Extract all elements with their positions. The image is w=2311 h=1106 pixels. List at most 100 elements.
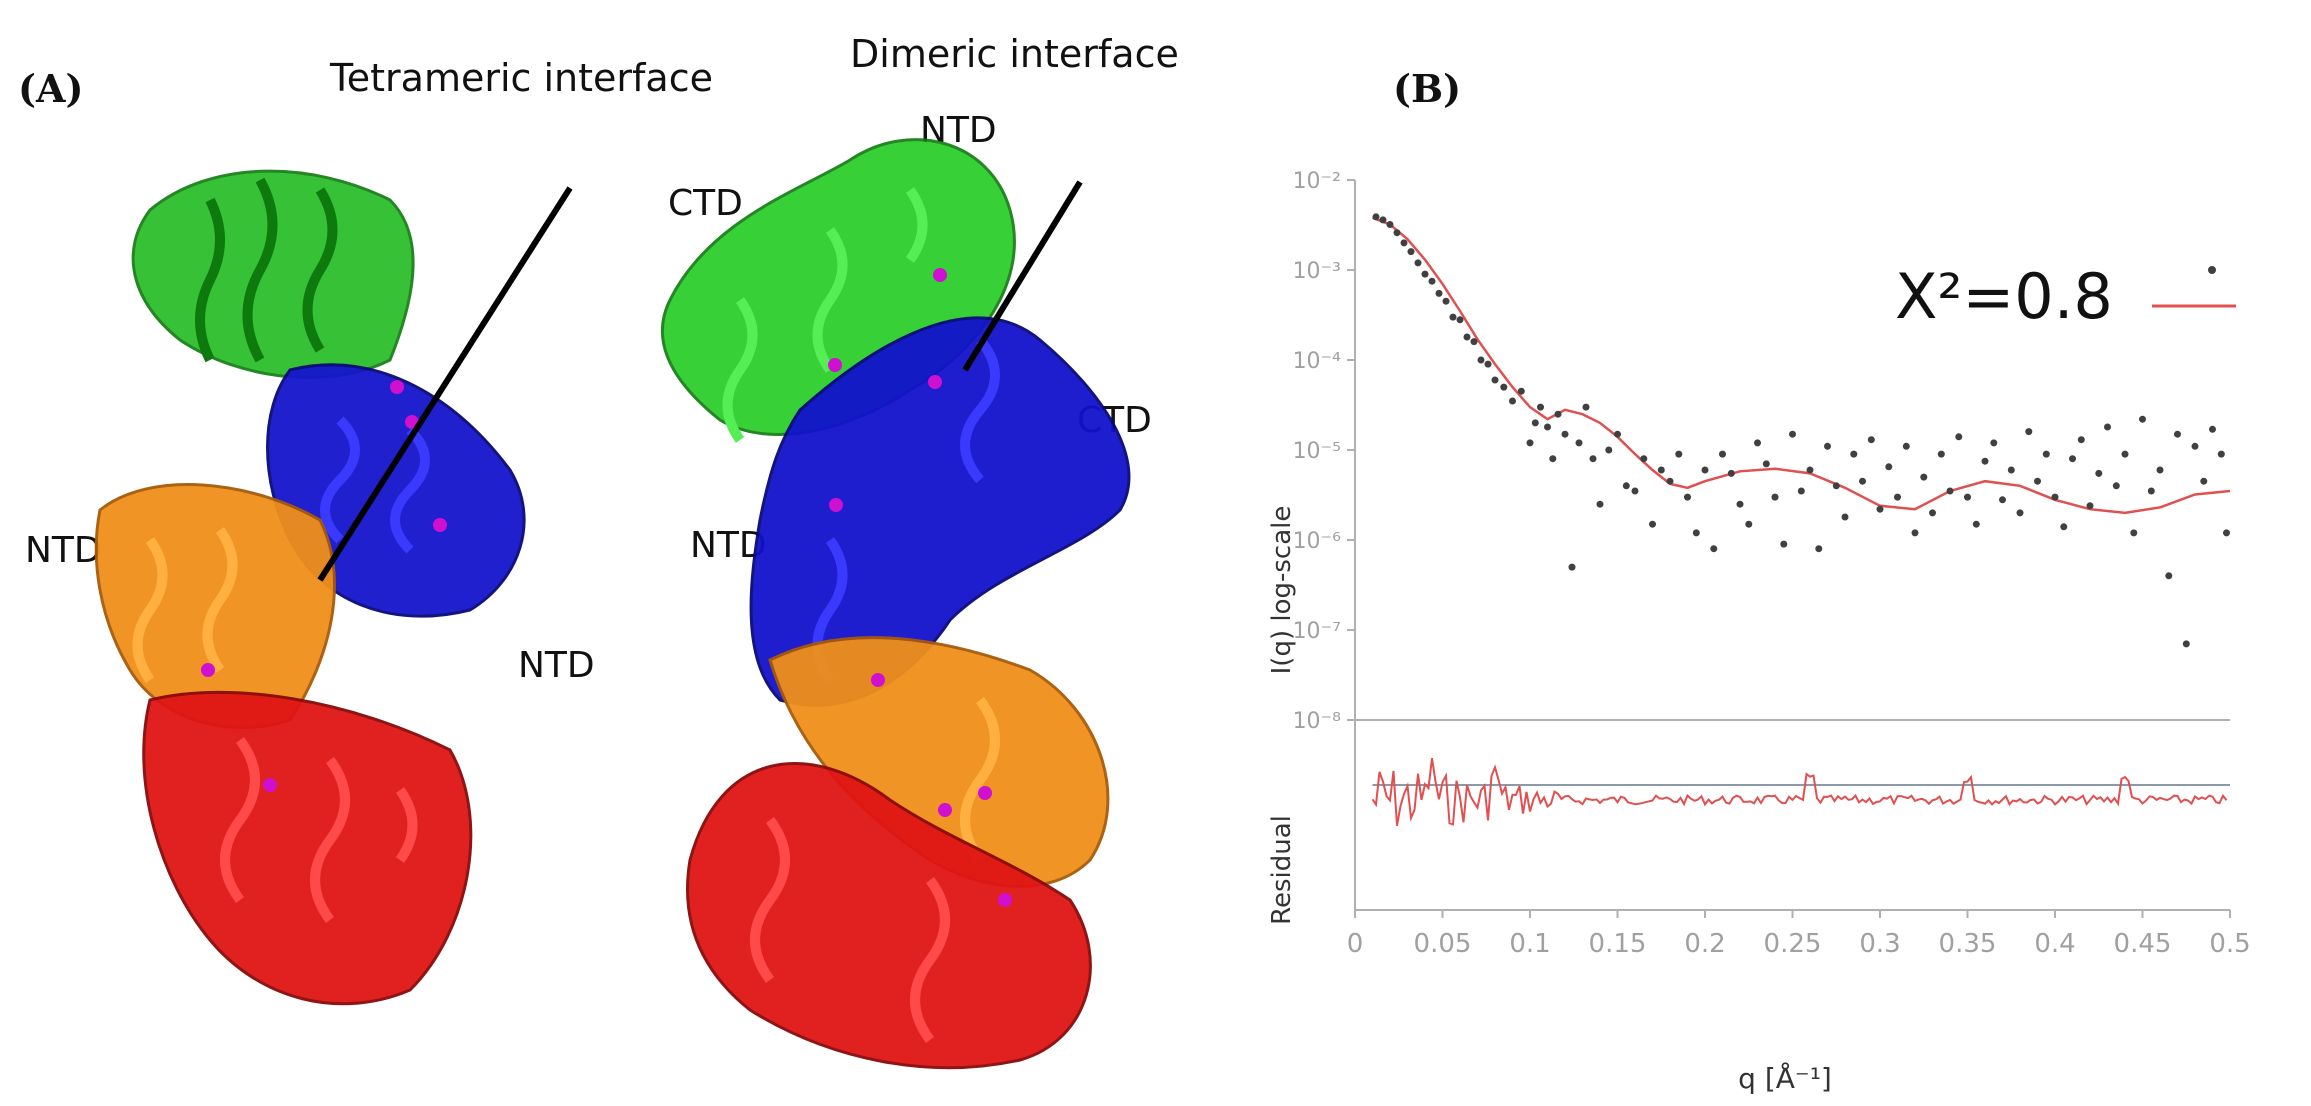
y-tick-label: 10⁻⁸	[1293, 709, 1342, 734]
x-tick-label: 0.45	[2114, 929, 2172, 959]
left-structure-ntd-label-a: NTD	[25, 530, 102, 571]
y-tick-label: 10⁻⁵	[1293, 439, 1341, 464]
data-point	[1449, 313, 1457, 321]
data-point	[1937, 450, 1945, 458]
data-point	[1614, 430, 1621, 438]
data-point	[2200, 477, 2208, 485]
x-tick-label: 0.5	[2209, 929, 2250, 959]
y-tick-label: 10⁻⁴	[1293, 349, 1342, 374]
data-point	[2209, 425, 2216, 433]
data-point	[1701, 466, 1709, 474]
residual-curve	[1371, 758, 2228, 826]
data-point	[1386, 221, 1394, 228]
data-point	[1657, 466, 1665, 474]
data-point	[2112, 482, 2120, 490]
data-point	[1561, 430, 1569, 438]
tetrameric-structure-image	[94, 169, 573, 1006]
data-point	[1780, 540, 1788, 548]
x-tick-label: 0.1	[1509, 929, 1550, 959]
data-point	[1531, 419, 1539, 427]
data-point	[2077, 436, 2085, 444]
panel-b-letter: (B)	[1393, 66, 1462, 111]
data-point	[1456, 316, 1464, 324]
dimeric-interface-pointer	[962, 180, 1083, 372]
data-point	[2174, 430, 2181, 438]
data-point	[1754, 439, 1761, 447]
data-point	[1549, 455, 1557, 463]
data-point	[2025, 428, 2033, 436]
data-point	[1400, 239, 1408, 247]
data-point	[1500, 383, 1508, 391]
data-point	[1442, 297, 1450, 305]
data-point	[1666, 477, 1674, 485]
data-point	[1537, 403, 1544, 411]
x-axis-label: q [Å⁻¹]	[1738, 1061, 1832, 1095]
y-tick-label: 10⁻⁶	[1293, 529, 1342, 554]
data-point	[1832, 482, 1840, 490]
right-structure-ctd-left-label: CTD	[668, 183, 743, 224]
data-point	[1544, 423, 1551, 431]
data-point	[1582, 403, 1590, 411]
data-point	[1509, 397, 1516, 405]
data-point	[1797, 487, 1805, 495]
data-point	[1649, 520, 1656, 528]
data-point	[1841, 513, 1849, 521]
data-point	[2121, 450, 2129, 458]
data-point	[1981, 457, 1989, 465]
data-point	[2042, 450, 2050, 458]
legend-data-marker	[2208, 266, 2216, 274]
data-point	[1622, 482, 1630, 490]
data-point	[2016, 509, 2024, 517]
data-point	[1911, 529, 1919, 537]
green-chain	[131, 169, 415, 379]
data-point	[1946, 487, 1954, 495]
data-point	[1435, 289, 1443, 297]
data-point	[1806, 466, 1814, 474]
data-point	[1589, 455, 1597, 463]
data-point	[2104, 423, 2111, 431]
data-point	[1876, 505, 1884, 513]
data-point	[2223, 529, 2230, 537]
panel-a-letter: (A)	[18, 66, 84, 111]
data-point	[2139, 415, 2146, 423]
tetrameric-interface-label: Tetrameric interface	[330, 56, 713, 100]
legend-chi-square: X²=0.8	[1895, 260, 2113, 333]
data-point	[1407, 248, 1415, 256]
x-tick-label: 0.15	[1589, 929, 1647, 959]
x-tick-label: 0.3	[1859, 929, 1900, 959]
y-tick-label: 10⁻²	[1293, 170, 1341, 194]
data-point	[1867, 436, 1875, 444]
data-point	[1929, 509, 1936, 517]
data-point	[1684, 493, 1691, 501]
data-point	[1710, 545, 1718, 553]
x-tick-label: 0.25	[1764, 929, 1822, 959]
data-point	[2086, 502, 2094, 510]
data-point	[1640, 455, 1648, 463]
data-point	[2217, 450, 2225, 458]
data-point	[1972, 520, 1980, 528]
data-point	[1745, 520, 1753, 528]
data-point	[1414, 259, 1422, 267]
data-point	[1675, 450, 1683, 458]
data-point	[1859, 477, 1866, 485]
data-point	[1379, 216, 1387, 224]
data-point	[1999, 496, 2006, 504]
data-point	[1596, 500, 1604, 508]
data-point	[1568, 563, 1576, 571]
data-point	[1771, 493, 1779, 501]
data-point	[1575, 439, 1583, 447]
data-point	[1393, 229, 1401, 237]
data-point	[2034, 477, 2041, 485]
data-point	[1491, 376, 1499, 384]
data-point	[1719, 450, 1726, 458]
x-tick-label: 0.2	[1684, 929, 1725, 959]
data-point	[2051, 493, 2059, 501]
data-point	[1762, 460, 1770, 468]
data-point	[1990, 439, 1998, 447]
data-point	[2147, 487, 2155, 495]
blue-chain	[749, 316, 1131, 707]
data-point	[2095, 469, 2103, 477]
saxs-chart: 10⁻⁸ 10⁻⁷ 10⁻⁶ 10⁻⁵ 10⁻⁴ 10⁻³ 10⁻² 0 0.05 0.1 0.15…	[1267, 170, 2251, 1095]
data-point	[1964, 493, 1971, 501]
data-point	[1736, 500, 1744, 508]
